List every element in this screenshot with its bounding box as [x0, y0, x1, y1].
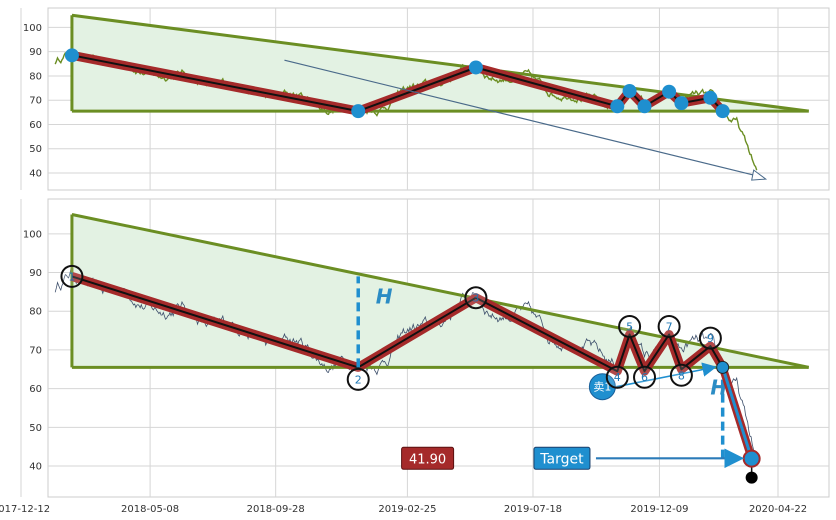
pivot-marker [715, 104, 730, 119]
pivot-number: 3 [472, 292, 479, 305]
forecast-arrow-head [751, 169, 768, 181]
y-tick-label: 50 [29, 144, 42, 155]
sell-label: 卖1 [593, 381, 611, 394]
top-panel: 40 50 60 70 80 90 100 [20, 7, 830, 191]
target-label-box [533, 446, 591, 470]
upper-trendline [71, 213, 810, 369]
target-marker [742, 449, 761, 468]
y-tick-label: 50 [29, 423, 42, 434]
pivot-number: 4 [614, 371, 621, 384]
pivot-marker [674, 96, 689, 111]
y-tick-label: 80 [29, 71, 42, 82]
pivot-marker [662, 84, 677, 99]
pattern-line [71, 275, 724, 373]
pivot-marker [64, 48, 79, 63]
sell-arrow [616, 362, 717, 388]
pivot-number: 8 [678, 369, 685, 382]
x-tick-label: 2019-12-09 [630, 504, 688, 515]
price-line [54, 268, 758, 462]
breakdown-line [721, 366, 754, 460]
pivot-circle [657, 314, 681, 338]
pivot-number: 5 [626, 320, 633, 333]
pivot-marker [637, 99, 652, 114]
x-tick-label: 2019-07-18 [504, 504, 562, 515]
y-tick-label: 40 [29, 169, 42, 180]
y-tick-label: 70 [29, 96, 42, 107]
y-tick-label: 60 [29, 120, 42, 131]
pivot-circle [60, 264, 84, 288]
bottom-panel: 405060708090100HH卖1123456789Target41.902… [0, 198, 830, 515]
x-tick-label: 2018-09-28 [247, 504, 305, 515]
pivot-number: 9 [707, 332, 714, 345]
upper-trendline [71, 13, 809, 113]
pivot-marker [468, 60, 483, 75]
pivot-number: 6 [641, 371, 648, 384]
pivot-circle [633, 365, 657, 389]
pivot-marker [351, 104, 366, 119]
pivot-marker [622, 83, 637, 98]
y-tick-label: 80 [29, 307, 42, 318]
breakout-marker [716, 360, 730, 374]
y-tick-label: 60 [29, 384, 42, 395]
pivot-circle [618, 314, 642, 338]
pivot-number: 2 [355, 373, 362, 386]
x-tick-label: 2017-12-12 [0, 504, 50, 515]
pivot-number: 7 [666, 320, 673, 333]
pattern-line [71, 54, 724, 113]
end-point [745, 471, 758, 484]
x-tick-label: 2019-02-25 [378, 504, 436, 515]
pivot-circle [698, 326, 722, 350]
y-tick-label: 90 [29, 47, 42, 58]
pivot-circle [464, 286, 488, 310]
y-tick-label: 40 [29, 462, 42, 473]
forecast-arrow-shaft [284, 59, 758, 177]
y-tick-label: 100 [23, 229, 42, 240]
pivot-circle [669, 363, 693, 387]
x-tick-label: 2018-05-08 [121, 504, 179, 515]
pivot-number: 1 [68, 270, 75, 283]
pivot-circle [605, 365, 629, 389]
y-tick-label: 70 [29, 345, 42, 356]
pivot-marker [610, 99, 625, 114]
y-tick-label: 100 [23, 23, 42, 34]
height-label: H [376, 284, 393, 308]
pivot-marker [703, 90, 718, 105]
target-value-box [401, 446, 455, 470]
pivot-circle [346, 367, 370, 391]
target-value: 41.90 [409, 452, 446, 467]
y-tick-label: 90 [29, 268, 42, 279]
x-tick-label: 2020-04-22 [749, 504, 807, 515]
target-label: Target [539, 451, 584, 467]
